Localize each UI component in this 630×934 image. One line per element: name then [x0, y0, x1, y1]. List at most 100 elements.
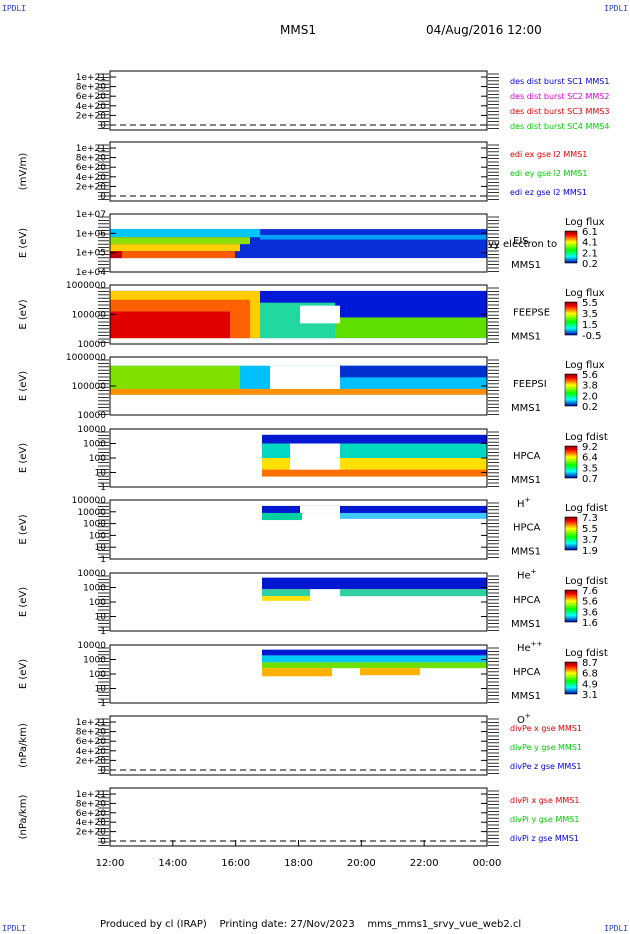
colorbar-hpca_hepp	[564, 589, 578, 623]
hpo-top	[262, 649, 487, 656]
ytick-label-divpe-2: 6e+20	[76, 737, 107, 747]
ytick-label-hpca_hepp-2: 100	[89, 598, 106, 608]
legend-edi-0: edi ex gse l2 MMS1	[510, 150, 587, 159]
colorbar-tick-hpca_o-1: 6.8	[582, 669, 598, 680]
panel-frame-hpca_he	[109, 499, 488, 560]
ytick-label-hpca_h-1: 1000	[83, 440, 106, 450]
panel-frame-divpe	[109, 715, 488, 776]
colorbar-tick-feepse-1: 3.5	[582, 309, 598, 320]
panel-frame-edi	[109, 141, 488, 202]
feepsi-top	[340, 365, 487, 378]
colorbar-tick-feepsi-1: 3.8	[582, 381, 598, 392]
colorbar-tick-hpca_he-1: 5.5	[582, 524, 598, 535]
colorbar-title-feepse: Log flux	[565, 288, 605, 299]
colorbar-tick-feepse-3: -0.5	[582, 331, 602, 342]
ytick-label-edi-2: 6e+20	[76, 163, 107, 173]
colorbar-tick-hpca_h-1: 6.4	[582, 453, 598, 464]
colorbar-hpca_h	[564, 445, 578, 479]
eis-band-green	[110, 237, 250, 245]
legend-divpi-2: divPi z gse MMS1	[510, 834, 579, 843]
corner-label-bl: IPDLI	[2, 924, 27, 933]
xtick-label-2: 16:00	[221, 858, 250, 869]
xtick-label-6: 00:00	[473, 858, 502, 869]
sc-label-eis: MMS1	[511, 260, 541, 271]
ytick-label-feepsi-0: 1000000	[66, 353, 106, 363]
ytick-label-hpca_he-2: 1000	[83, 520, 106, 530]
colorbar-tick-hpca_he-0: 7.3	[582, 513, 598, 524]
hphe-gap	[300, 505, 340, 513]
legend-edi-2: edi ez gse l2 MMS1	[510, 188, 587, 197]
colorbar-tick-feepsi-0: 5.6	[582, 370, 598, 381]
mission-title: MMS1	[280, 23, 316, 37]
eis-band-mid	[260, 234, 487, 240]
hphe-top	[262, 505, 487, 513]
colorbar-tick-feepsi-3: 0.2	[582, 402, 598, 413]
colorbar-tick-hpca_o-0: 8.7	[582, 658, 598, 669]
feepse-red	[110, 311, 230, 339]
feepse-lime	[335, 317, 487, 339]
colorbar-eis	[564, 230, 578, 264]
ytick-label-eis-3: 1e+04	[76, 268, 107, 278]
ytick-label-hpca_hepp-4: 1	[100, 627, 106, 637]
colorbar-tick-hpca_hepp-2: 3.6	[582, 607, 598, 618]
legend-divpe-0: divPe x gse MMS1	[510, 724, 582, 733]
ytick-label-hpca_he-0: 100000	[72, 496, 107, 506]
ylabel-divpe: (nPa/km)	[18, 723, 29, 768]
colorbar-tick-eis-2: 2.1	[582, 248, 598, 259]
colorbar-tick-hpca_hepp-0: 7.6	[582, 586, 598, 597]
ylabel-hpca_he: E (eV)	[18, 514, 29, 544]
colorbar-tick-hpca_hepp-3: 1.6	[582, 618, 598, 629]
eis-band-cyan	[110, 229, 260, 238]
hphepp-gap	[310, 589, 340, 601]
eis-band-red	[110, 251, 122, 259]
ytick-label-hpca_h-4: 1	[100, 483, 106, 493]
instrument-label-hpca_hepp: HPCA	[513, 595, 541, 606]
xtick-label-5: 22:00	[410, 858, 439, 869]
colorbar-tick-feepse-0: 5.5	[582, 298, 598, 309]
ytick-label-eis-0: 1e+07	[76, 210, 106, 220]
date-title: 04/Aug/2016 12:00	[426, 23, 542, 37]
ylabel-hpca_hepp: E (eV)	[18, 587, 29, 617]
ytick-label-divpe-1: 8e+20	[76, 728, 107, 738]
colorbar-tick-hpca_h-3: 0.7	[582, 474, 598, 485]
ytick-label-divpi-0: 1e+21	[76, 790, 106, 800]
ytick-label-hpca_o-2: 100	[89, 670, 106, 680]
ytick-label-hpca_he-5: 1	[100, 555, 106, 565]
colorbar-feepse	[564, 301, 578, 336]
ytick-label-hpca_o-1: 1000	[83, 656, 106, 666]
ytick-label-edi-1: 8e+20	[76, 154, 107, 164]
footer-file: mms_mms1_srvy_vue_web2.cl	[367, 919, 522, 930]
xtick-label-3: 18:00	[284, 858, 313, 869]
instrument-label-hpca_o: HPCA	[513, 667, 541, 678]
hpo-green	[262, 662, 487, 669]
sc-label-hpca_h: MMS1	[511, 475, 541, 486]
legend-des_dist-3: des dist burst SC4 MMS4	[510, 122, 609, 131]
overlay-label-eis: vy electron to	[488, 239, 557, 250]
hpo-cyan	[262, 655, 487, 663]
legend-des_dist-2: des dist burst SC3 MMS3	[510, 107, 609, 116]
colorbar-tick-hpca_o-2: 4.9	[582, 679, 598, 690]
colorbar-title-hpca_o: Log fdist	[565, 648, 608, 659]
hpo-yellow	[262, 668, 332, 677]
ytick-label-feepsi-1: 100000	[72, 382, 107, 392]
ytick-label-edi-5: 0	[100, 192, 106, 202]
colorbar-hpca_he	[564, 516, 578, 551]
ytick-label-divpe-5: 0	[100, 766, 106, 776]
ytick-label-hpca_hepp-3: 10	[95, 613, 107, 623]
legend-des_dist-1: des dist burst SC2 MMS2	[510, 92, 609, 101]
footer-printing: Printing date: 27/Nov/2023	[219, 919, 355, 930]
legend-des_dist-0: des dist burst SC1 MMS1	[510, 77, 609, 86]
hphe-left	[262, 512, 302, 521]
ytick-label-des_dist-5: 0	[100, 121, 106, 131]
footer: Produced by cl (IRAP) Printing date: 27/…	[100, 919, 521, 930]
ytick-label-eis-2: 1e+05	[76, 249, 106, 259]
hphe-right	[340, 512, 487, 519]
ytick-label-feepse-1: 100000	[72, 311, 107, 321]
species-label-hpca_he: He+	[517, 568, 537, 582]
instrument-label-hpca_he: HPCA	[513, 523, 541, 534]
ytick-label-divpe-0: 1e+21	[76, 718, 106, 728]
hpo-yellow2	[360, 668, 420, 676]
panel-frame-des_dist	[109, 70, 488, 131]
ytick-label-divpi-3: 4e+20	[76, 818, 107, 828]
